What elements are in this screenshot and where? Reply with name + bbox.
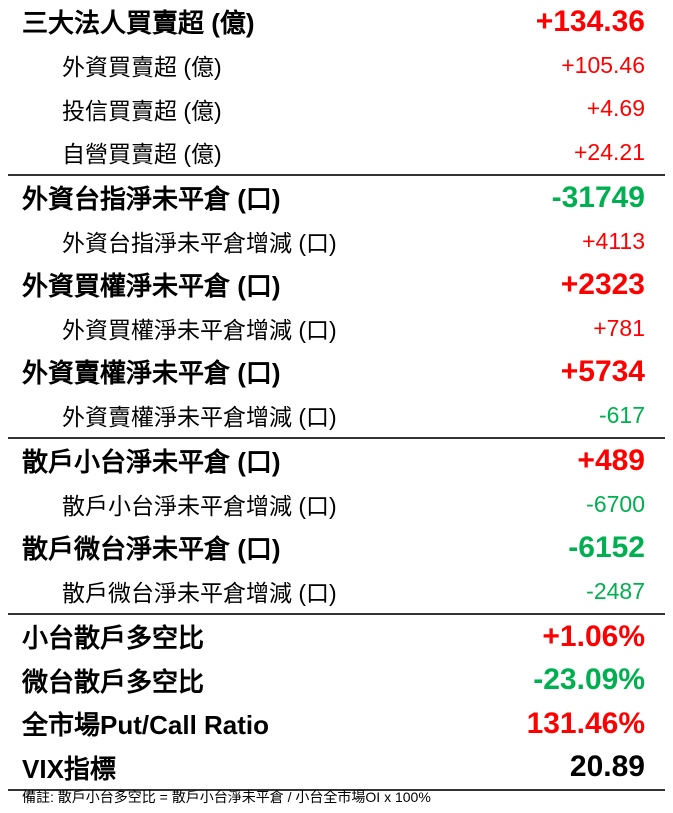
sub-metric-row: 外資台指淨未平倉增減 (口) +4113 <box>0 220 673 264</box>
metric-row: 微台散戶多空比 -23.09% <box>0 659 673 703</box>
metric-value: +4.69 <box>586 95 645 122</box>
metric-label: VIX指標 <box>22 753 116 784</box>
metric-value: 131.46% <box>526 706 645 740</box>
metric-label: 外資買賣超 (億) <box>62 54 222 81</box>
metric-label: 全市場Put/Call Ratio <box>22 710 270 741</box>
metric-value: -31749 <box>551 180 645 214</box>
metric-label: 散戶微台淨未平倉 (口) <box>22 534 281 565</box>
metric-label: 外資買權淨未平倉增減 (口) <box>62 317 337 344</box>
metric-value: -6700 <box>586 490 645 517</box>
metric-value: +5734 <box>560 354 645 388</box>
metric-value: -23.09% <box>533 663 645 697</box>
metric-row: 全市場Put/Call Ratio 131.46% <box>0 702 673 746</box>
metric-label: 自營買賣超 (億) <box>62 141 222 168</box>
metric-row: 散戶微台淨未平倉 (口) -6152 <box>0 526 673 570</box>
metric-value: -2487 <box>586 577 645 604</box>
metric-value: +781 <box>593 314 645 341</box>
sub-metric-row: 投信買賣超 (億) +4.69 <box>0 87 673 131</box>
sub-metric-row: 外資賣權淨未平倉增減 (口) -617 <box>0 394 673 438</box>
metric-value: 20.89 <box>569 750 645 784</box>
metric-value: -617 <box>598 401 645 428</box>
metric-row: 小台散戶多空比 +1.06% <box>0 615 673 659</box>
metric-value: +134.36 <box>535 4 645 38</box>
metric-label: 散戶小台淨未平倉 (口) <box>22 447 281 478</box>
metric-label: 三大法人買賣超 (億) <box>22 8 255 39</box>
metric-row: VIX指標 20.89 <box>0 746 673 790</box>
metric-row: 散戶小台淨未平倉 (口) +489 <box>0 439 673 483</box>
metric-value: +489 <box>577 443 645 477</box>
metric-label: 投信買賣超 (億) <box>62 97 222 124</box>
sub-metric-row: 散戶小台淨未平倉增減 (口) -6700 <box>0 483 673 527</box>
metric-value: -6152 <box>568 530 645 564</box>
metric-label: 外資台指淨未平倉 (口) <box>22 184 281 215</box>
metric-value: +24.21 <box>574 138 645 165</box>
sub-metric-row: 自營買賣超 (億) +24.21 <box>0 131 673 175</box>
metric-label: 散戶微台淨未平倉增減 (口) <box>62 580 337 607</box>
metric-value: +105.46 <box>561 51 645 78</box>
footnote: 備註: 散戶小台多空比 = 散戶小台淨未平倉 / 小台全市場OI x 100% <box>22 789 431 805</box>
section-divider <box>8 174 665 176</box>
section-divider <box>8 789 665 791</box>
metric-label: 微台散戶多空比 <box>22 666 205 697</box>
metric-label: 外資賣權淨未平倉 (口) <box>22 358 281 389</box>
metric-label: 散戶小台淨未平倉增減 (口) <box>62 493 337 520</box>
metric-value: +4113 <box>582 227 645 254</box>
metric-label: 小台散戶多空比 <box>22 623 205 654</box>
metric-row: 外資買權淨未平倉 (口) +2323 <box>0 263 673 307</box>
sub-metric-row: 外資買賣超 (億) +105.46 <box>0 44 673 88</box>
metric-row: 三大法人買賣超 (億) +134.36 <box>0 0 673 44</box>
section-divider <box>8 613 665 615</box>
sub-metric-row: 散戶微台淨未平倉增減 (口) -2487 <box>0 570 673 614</box>
metric-row: 外資賣權淨未平倉 (口) +5734 <box>0 350 673 394</box>
metric-value: +2323 <box>560 267 645 301</box>
metric-value: +1.06% <box>542 619 645 653</box>
sub-metric-row: 外資買權淨未平倉增減 (口) +781 <box>0 307 673 351</box>
metric-label: 外資台指淨未平倉增減 (口) <box>62 230 337 257</box>
metric-row: 外資台指淨未平倉 (口) -31749 <box>0 176 673 220</box>
market-summary-table: 三大法人買賣超 (億) +134.36 外資買賣超 (億) +105.46 投信買賣超 … <box>0 0 673 791</box>
section-divider <box>8 437 665 439</box>
metric-label: 外資買權淨未平倉 (口) <box>22 271 281 302</box>
metric-label: 外資賣權淨未平倉增減 (口) <box>62 404 337 431</box>
